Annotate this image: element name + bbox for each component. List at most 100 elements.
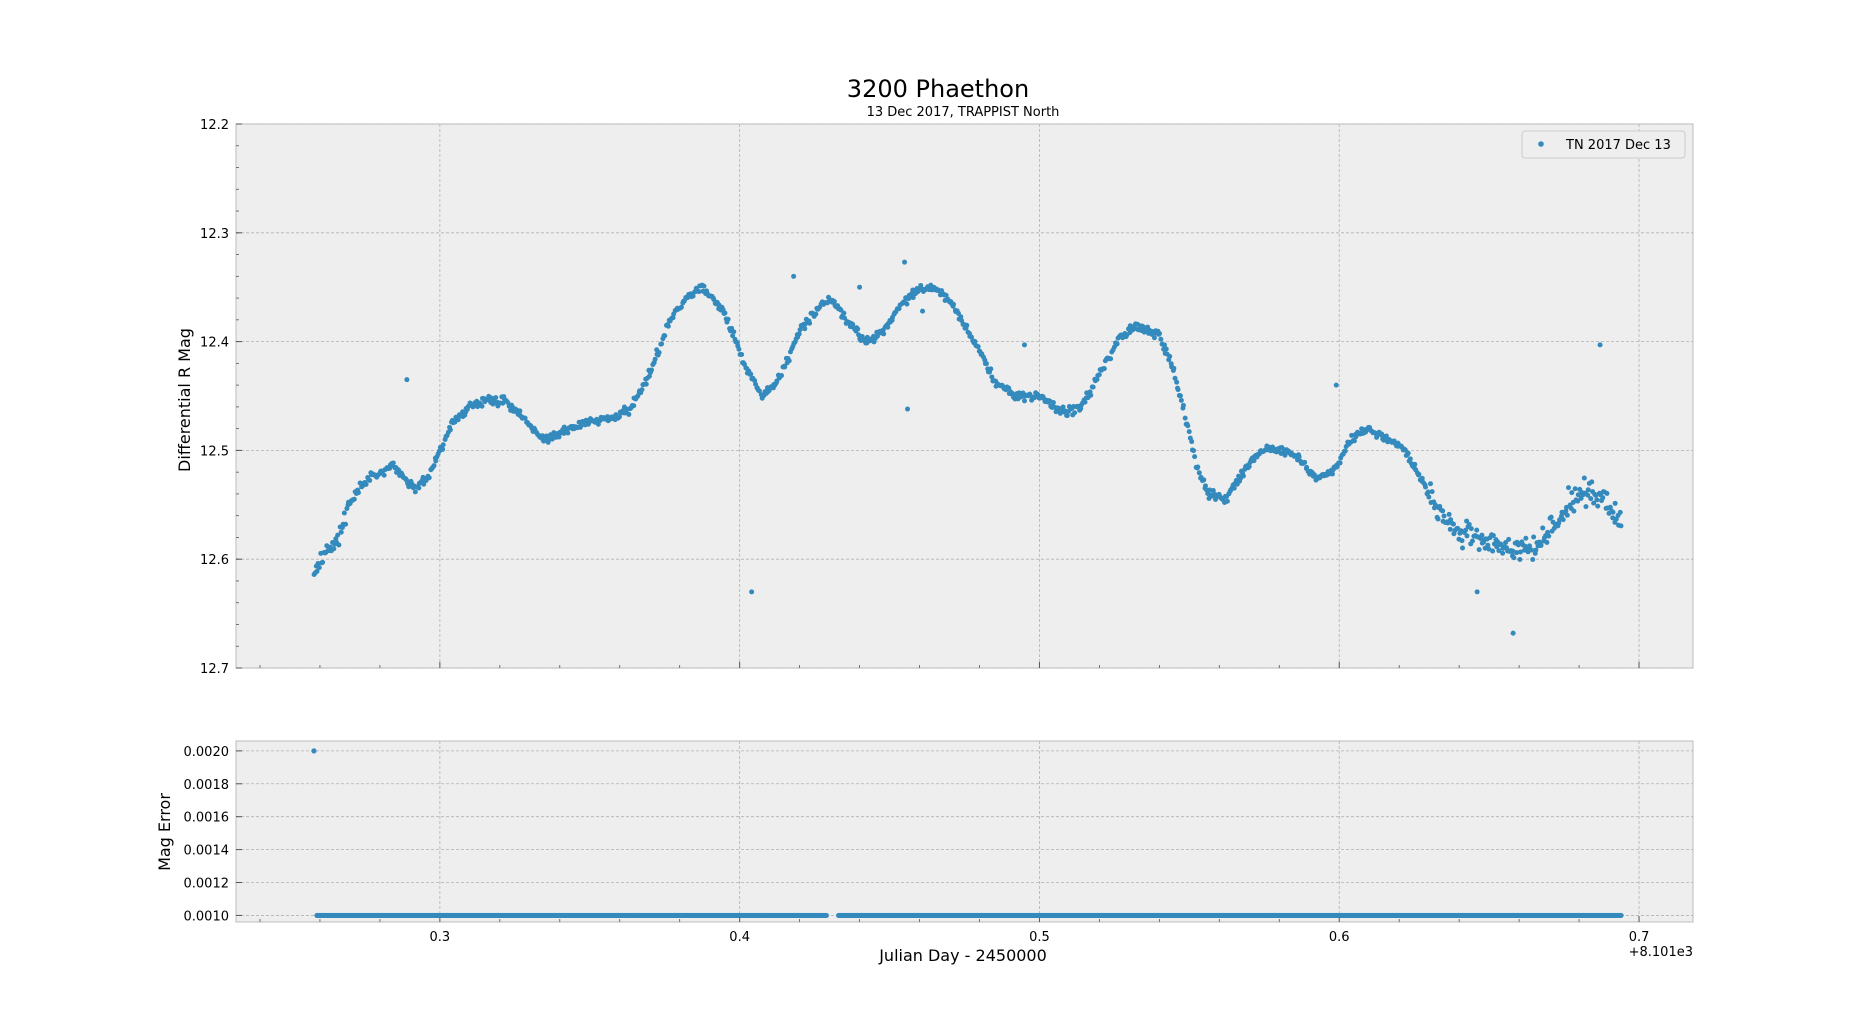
top-data-point — [983, 361, 989, 367]
top-data-point — [1585, 487, 1591, 493]
bottom-y-tick-label: 0.0020 — [184, 745, 230, 760]
top-data-point — [1459, 538, 1465, 544]
top-data-point — [1496, 548, 1502, 554]
top-data-point — [1064, 413, 1070, 419]
top-data-point — [1282, 452, 1288, 458]
top-y-tick-label: 12.5 — [200, 444, 229, 459]
top-outlier-point — [1021, 342, 1027, 348]
top-outlier-point — [1474, 589, 1480, 595]
top-data-point — [1503, 540, 1509, 546]
top-data-point — [1591, 500, 1597, 506]
top-data-point — [1195, 464, 1201, 470]
top-data-point — [1304, 464, 1310, 470]
top-data-point — [1157, 331, 1163, 337]
top-data-point — [341, 510, 347, 516]
top-data-point — [722, 310, 728, 316]
top-data-point — [1451, 521, 1456, 527]
top-data-point — [1572, 486, 1578, 492]
top-data-point — [479, 403, 485, 409]
top-outlier-point — [404, 377, 410, 383]
top-data-point — [1610, 509, 1616, 515]
top-data-point — [1618, 523, 1624, 529]
top-data-point — [885, 324, 891, 330]
top-data-point — [802, 321, 808, 327]
bottom-data-point — [311, 748, 317, 754]
top-data-point — [1186, 429, 1192, 435]
top-data-point — [1432, 502, 1438, 508]
top-data-point — [447, 427, 453, 433]
top-data-point — [639, 387, 645, 393]
top-data-point — [1476, 547, 1482, 553]
top-data-point — [670, 315, 676, 321]
bottom-data-point — [823, 912, 829, 919]
top-data-point — [1571, 508, 1577, 514]
top-data-point — [1604, 490, 1610, 496]
top-data-point — [1544, 539, 1550, 545]
top-data-point — [1207, 487, 1213, 493]
top-data-point — [578, 423, 584, 429]
top-data-point — [950, 301, 956, 307]
top-data-point — [1422, 484, 1428, 490]
top-data-point — [943, 292, 949, 298]
top-data-point — [1082, 399, 1088, 405]
top-data-point — [779, 373, 785, 379]
legend[interactable]: TN 2017 Dec 13 — [1521, 130, 1686, 159]
top-data-point — [493, 395, 499, 401]
top-data-point — [1196, 470, 1202, 476]
top-data-point — [1612, 500, 1618, 506]
top-data-point — [1527, 543, 1533, 549]
top-data-point — [1047, 398, 1053, 404]
top-outlier-point — [1597, 342, 1603, 348]
top-grid — [236, 123, 1693, 669]
top-data-point — [412, 489, 418, 495]
top-data-point — [367, 477, 373, 483]
bottom-plot-area — [235, 740, 1694, 923]
top-data-point — [1240, 473, 1246, 479]
top-data-point — [1108, 356, 1114, 362]
top-data-point — [320, 559, 326, 565]
x-tick-label: 0.6 — [1329, 930, 1350, 945]
bottom-y-tick-label: 0.0018 — [184, 778, 230, 793]
top-data-point — [616, 414, 622, 420]
top-outlier-point — [791, 273, 797, 279]
top-data-point — [855, 326, 861, 332]
top-data-point — [336, 542, 342, 548]
top-data-point — [565, 430, 571, 436]
top-data-point — [1050, 399, 1056, 405]
x-tick-label: 0.4 — [729, 930, 750, 945]
top-data-point — [1161, 342, 1167, 348]
top-data-point — [1185, 423, 1191, 429]
top-data-point — [381, 472, 387, 478]
top-data-point — [1412, 461, 1418, 467]
top-data-point — [1189, 439, 1195, 445]
top-data-point — [1251, 458, 1257, 464]
top-data-point — [505, 399, 511, 405]
top-data-point — [1546, 533, 1552, 539]
top-data-point — [1180, 402, 1186, 408]
top-data-point — [786, 358, 792, 364]
top-data-point — [1296, 454, 1302, 460]
top-data-point — [841, 310, 847, 316]
top-data-point — [1474, 527, 1480, 533]
top-data-point — [316, 565, 322, 571]
top-data-point — [1435, 516, 1441, 522]
top-y-axis-label: Differential R Mag — [175, 328, 194, 472]
top-data-point — [1533, 547, 1539, 553]
top-data-point — [1101, 366, 1107, 372]
top-data-point — [1027, 391, 1033, 397]
top-data-point — [1311, 472, 1317, 478]
top-data-point — [1425, 489, 1431, 495]
top-data-point — [1486, 546, 1492, 552]
top-data-point — [662, 333, 668, 339]
top-data-point — [1588, 496, 1594, 502]
bottom-data-point — [1618, 912, 1624, 919]
top-data-point — [1538, 542, 1544, 548]
top-data-point — [1246, 464, 1252, 470]
top-y-tick-label: 12.4 — [200, 336, 229, 351]
top-data-point — [1529, 547, 1535, 553]
top-data-point — [1531, 534, 1537, 540]
top-data-point — [517, 408, 523, 414]
top-data-point — [646, 373, 652, 379]
top-data-point — [1565, 485, 1571, 491]
top-data-point — [904, 301, 910, 307]
